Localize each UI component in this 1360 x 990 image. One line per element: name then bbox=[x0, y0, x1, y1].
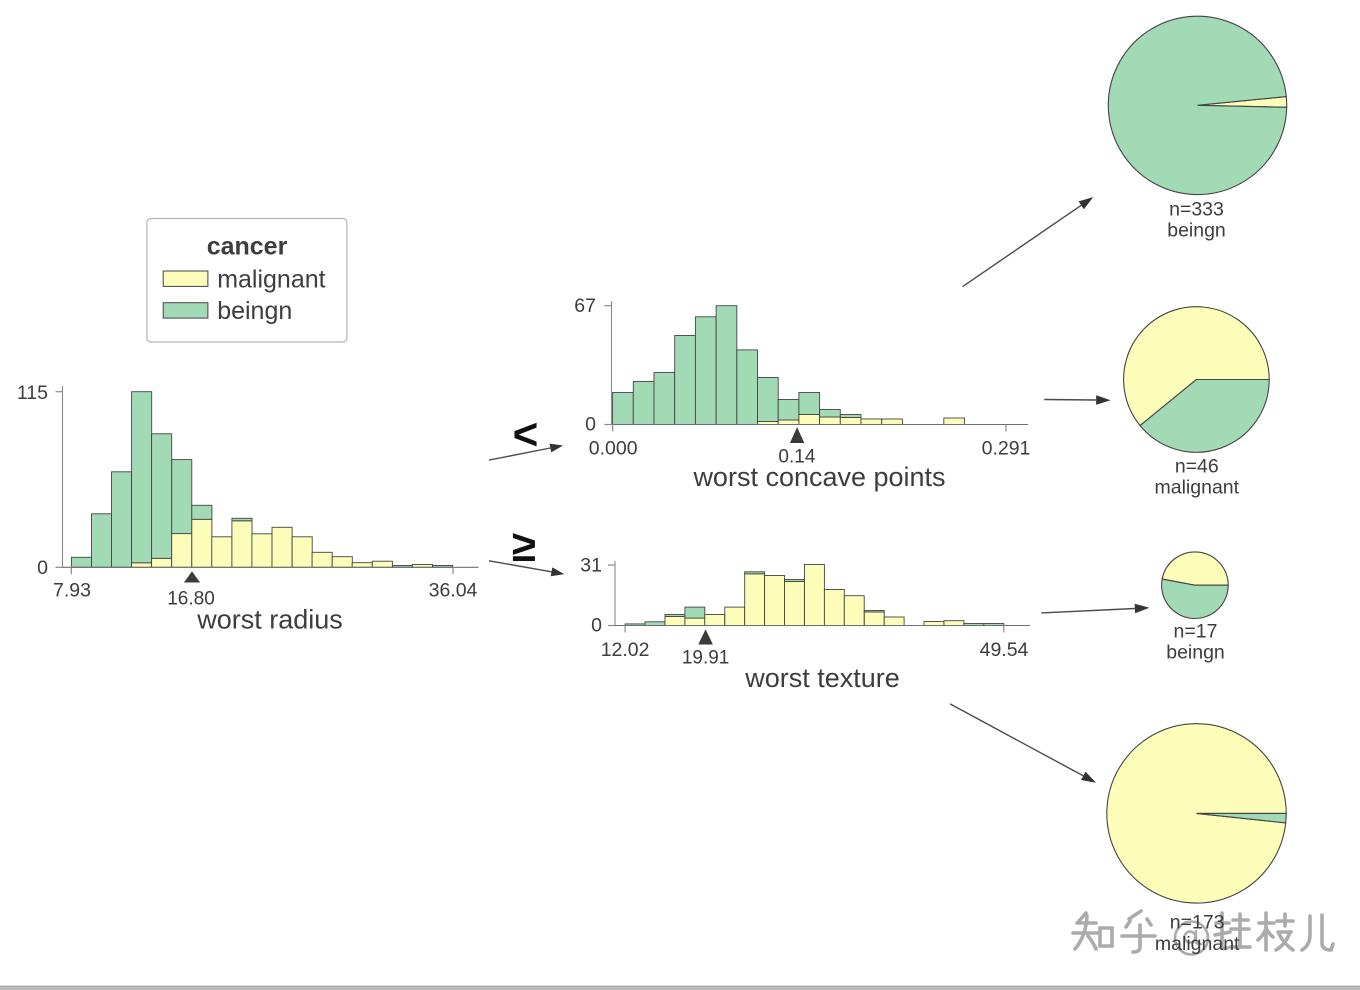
svg-text:19.91: 19.91 bbox=[682, 648, 730, 669]
svg-text:0: 0 bbox=[37, 557, 48, 579]
svg-text:115: 115 bbox=[17, 382, 48, 404]
svg-text:worst radius: worst radius bbox=[196, 605, 343, 635]
svg-text:beingn: beingn bbox=[1167, 220, 1226, 242]
svg-text:worst texture: worst texture bbox=[744, 663, 900, 693]
svg-text:0: 0 bbox=[591, 615, 602, 637]
svg-text:31: 31 bbox=[580, 555, 602, 577]
svg-text:0.14: 0.14 bbox=[778, 447, 815, 468]
svg-text:n=173: n=173 bbox=[1170, 912, 1225, 934]
svg-text:0.000: 0.000 bbox=[589, 437, 638, 459]
svg-text:n=333: n=333 bbox=[1169, 199, 1224, 221]
svg-text:36.04: 36.04 bbox=[429, 580, 478, 602]
svg-text:beingn: beingn bbox=[1166, 642, 1225, 664]
svg-text:malignant: malignant bbox=[217, 266, 325, 294]
svg-text:0: 0 bbox=[585, 414, 596, 436]
svg-text:n=46: n=46 bbox=[1175, 455, 1219, 477]
svg-text:12.02: 12.02 bbox=[601, 639, 650, 661]
svg-text:67: 67 bbox=[574, 295, 596, 317]
svg-text:cancer: cancer bbox=[207, 233, 288, 261]
svg-text:malignant: malignant bbox=[1155, 933, 1240, 955]
svg-text:malignant: malignant bbox=[1155, 476, 1240, 498]
svg-text:49.54: 49.54 bbox=[980, 639, 1029, 661]
svg-text:<: < bbox=[513, 410, 539, 459]
svg-text:7.93: 7.93 bbox=[53, 580, 91, 602]
svg-text:≥: ≥ bbox=[512, 522, 536, 571]
svg-text:16.80: 16.80 bbox=[167, 588, 215, 609]
svg-text:worst concave points: worst concave points bbox=[692, 462, 945, 492]
svg-text:n=17: n=17 bbox=[1174, 621, 1218, 643]
svg-text:0.291: 0.291 bbox=[982, 437, 1031, 459]
svg-text:beingn: beingn bbox=[217, 297, 292, 325]
